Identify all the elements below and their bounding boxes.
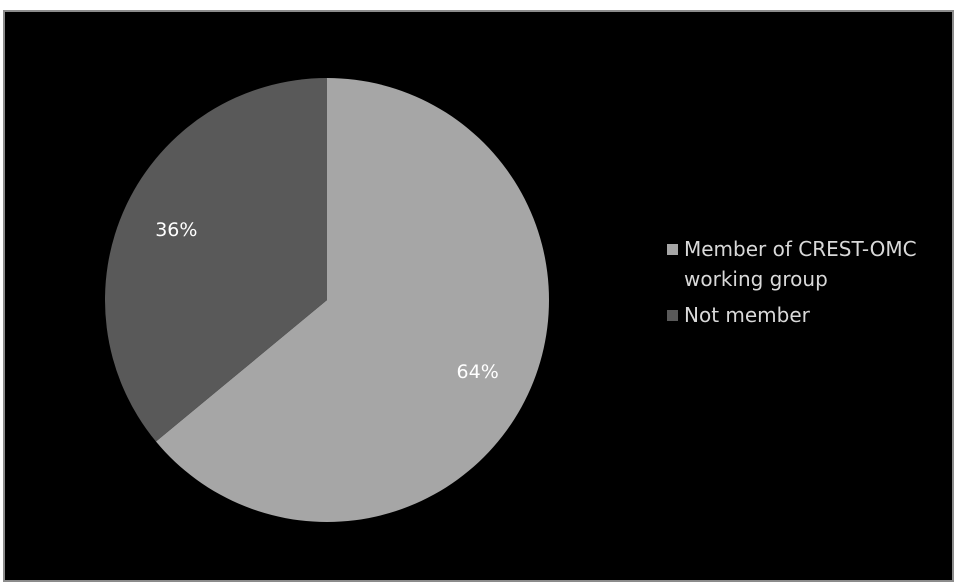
chart-area: 64% 36% Member of CREST-OMC working group…	[3, 10, 954, 582]
pie-slice-1	[105, 78, 327, 442]
legend-label-member: Member of CREST-OMC working group	[684, 237, 917, 291]
legend-swatch-member	[667, 244, 678, 255]
pie-data-label-1: 36%	[155, 219, 197, 241]
pie-slice-0	[155, 78, 550, 523]
pie-data-label-0: 64%	[457, 361, 499, 383]
legend-swatch-not-member	[667, 310, 678, 321]
legend-label-not-member: Not member	[684, 303, 810, 327]
legend: Member of CREST-OMC working group Not me…	[667, 234, 947, 336]
legend-item-member: Member of CREST-OMC working group	[667, 234, 947, 294]
pie-chart: 64% 36%	[105, 78, 550, 523]
legend-item-not-member: Not member	[667, 300, 947, 330]
